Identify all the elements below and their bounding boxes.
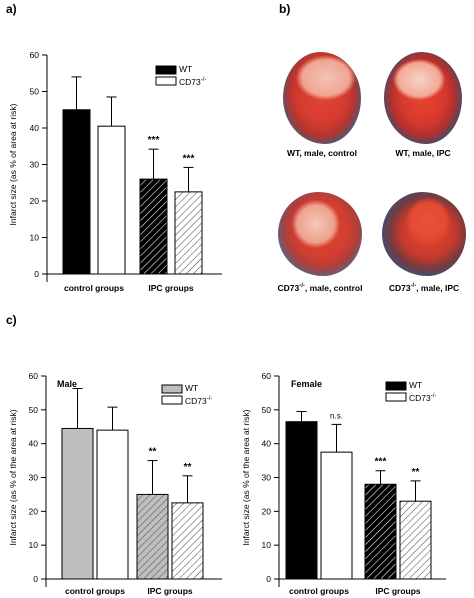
heart-photo bbox=[382, 192, 466, 276]
bar-wt bbox=[364, 483, 397, 580]
heart-photo bbox=[278, 192, 362, 276]
bar-cd73 bbox=[97, 125, 126, 275]
x-group-label: IPC groups bbox=[148, 283, 194, 293]
legend-label: WT bbox=[409, 380, 422, 390]
legend-label: WT bbox=[185, 383, 198, 393]
y-tick-label: 40 bbox=[262, 439, 272, 449]
legend-swatch bbox=[161, 384, 183, 394]
y-tick-label: 0 bbox=[266, 574, 271, 584]
bar-cd73 bbox=[320, 451, 353, 580]
legend-swatch bbox=[385, 381, 407, 391]
legend-swatch bbox=[385, 392, 407, 402]
y-tick-label: 60 bbox=[30, 50, 40, 60]
y-tick-label: 40 bbox=[29, 439, 39, 449]
y-tick-label: 30 bbox=[30, 160, 40, 170]
bar-wt bbox=[285, 421, 318, 580]
legend-label: WT bbox=[179, 64, 192, 74]
y-tick-label: 60 bbox=[262, 371, 272, 381]
heart-caption: CD73-/-, male, control bbox=[277, 283, 363, 293]
x-group-label: control groups bbox=[64, 283, 124, 293]
panel-label-b: b) bbox=[279, 2, 291, 16]
legend-label: CD73-/- bbox=[185, 396, 212, 406]
legend-swatch bbox=[155, 76, 177, 86]
x-group-label: IPC groups bbox=[375, 586, 421, 596]
y-tick-label: 0 bbox=[34, 269, 39, 279]
panel-label-c: c) bbox=[6, 313, 17, 327]
panel-label-a: a) bbox=[6, 2, 17, 16]
y-axis-label: Infarct size (as % of the area at risk) bbox=[241, 409, 251, 545]
legend-label: CD73-/- bbox=[409, 393, 436, 403]
significance-label: *** bbox=[183, 153, 195, 164]
bar-wt bbox=[62, 109, 91, 275]
bar-cd73 bbox=[399, 500, 432, 580]
legend-swatch bbox=[155, 65, 177, 75]
y-tick-label: 30 bbox=[29, 473, 39, 483]
y-tick-label: 40 bbox=[30, 123, 40, 133]
chart-title: Female bbox=[291, 379, 322, 389]
x-group-label: IPC groups bbox=[147, 586, 193, 596]
y-tick-label: 10 bbox=[29, 540, 39, 550]
significance-label: ** bbox=[412, 467, 420, 478]
bar-cd73 bbox=[171, 502, 204, 580]
y-tick-label: 60 bbox=[29, 371, 39, 381]
significance-label: ** bbox=[184, 462, 192, 473]
y-axis-label: Infarct size (as % of area at risk) bbox=[8, 103, 18, 225]
chart-c-male: 0 10 20 30 40 50 60 Infarct size (as % of the a… bbox=[8, 371, 222, 596]
significance-label: *** bbox=[148, 135, 160, 146]
heart-caption: WT, male, control bbox=[287, 148, 357, 158]
y-tick-label: 50 bbox=[30, 87, 40, 97]
chart-a: 0 10 20 30 40 50 60 Infarct size (as % of area … bbox=[8, 50, 222, 293]
y-tick-label: 50 bbox=[262, 405, 272, 415]
y-tick-label: 20 bbox=[262, 506, 272, 516]
significance-label: ** bbox=[149, 447, 157, 458]
heart-photo bbox=[384, 52, 462, 144]
y-tick-label: 10 bbox=[30, 233, 40, 243]
significance-label: n.s. bbox=[330, 411, 343, 420]
bar-wt bbox=[61, 427, 94, 580]
x-group-label: control groups bbox=[289, 586, 349, 596]
bar-cd73 bbox=[174, 191, 203, 275]
y-tick-label: 30 bbox=[262, 473, 272, 483]
bar-wt bbox=[136, 493, 169, 580]
significance-label: *** bbox=[375, 457, 387, 468]
bar-cd73 bbox=[96, 429, 129, 580]
y-tick-label: 0 bbox=[33, 574, 38, 584]
chart-title: Male bbox=[57, 379, 77, 389]
heart-photo bbox=[283, 52, 361, 144]
heart-caption: WT, male, IPC bbox=[395, 148, 451, 158]
heart-caption: CD73-/-, male, IPC bbox=[388, 283, 460, 293]
y-tick-label: 20 bbox=[30, 196, 40, 206]
y-tick-label: 10 bbox=[262, 540, 272, 550]
x-group-label: control groups bbox=[65, 586, 125, 596]
y-axis-label: Infarct size (as % of the area at risk) bbox=[8, 409, 18, 545]
bar-wt bbox=[139, 178, 168, 275]
legend-label: CD73-/- bbox=[179, 77, 206, 87]
legend-swatch bbox=[161, 395, 183, 405]
chart-c-female: 0 10 20 30 40 50 60 Infarct size (as % of the a… bbox=[241, 371, 446, 596]
y-tick-label: 50 bbox=[29, 405, 39, 415]
y-tick-label: 20 bbox=[29, 506, 39, 516]
